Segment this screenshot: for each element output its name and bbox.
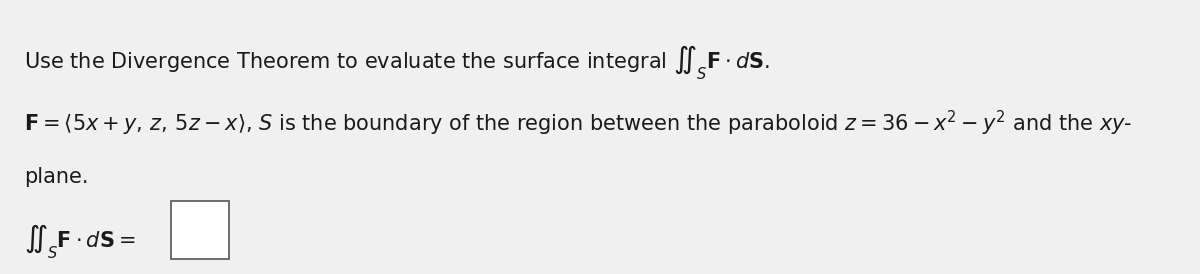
Text: plane.: plane.	[24, 167, 89, 187]
Text: $\mathbf{F} = \langle 5x + y,\, z,\, 5z - x\rangle$, $S$ is the boundary of the : $\mathbf{F} = \langle 5x + y,\, z,\, 5z …	[24, 109, 1133, 138]
FancyBboxPatch shape	[172, 201, 229, 259]
Text: Use the Divergence Theorem to evaluate the surface integral $\iint_S \mathbf{F} : Use the Divergence Theorem to evaluate t…	[24, 44, 770, 82]
Text: $\iint_S \mathbf{F} \cdot d\mathbf{S} = $: $\iint_S \mathbf{F} \cdot d\mathbf{S} = …	[24, 222, 136, 261]
